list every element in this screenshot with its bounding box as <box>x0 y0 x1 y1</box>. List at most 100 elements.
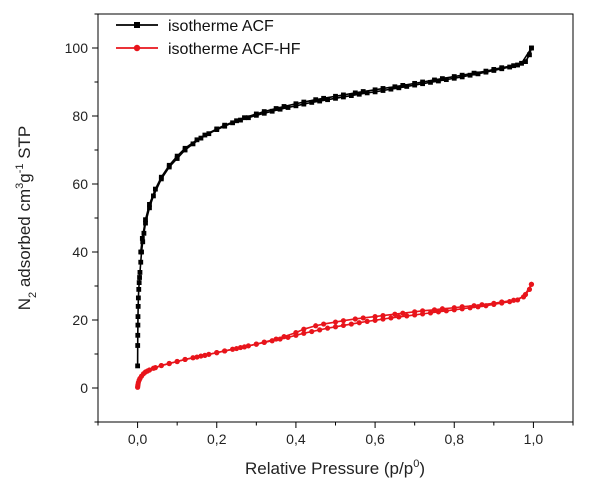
data-point <box>135 322 141 328</box>
data-point <box>340 322 347 329</box>
data-point <box>202 352 208 358</box>
x-axis: 0,0 0,2 0,4 0,6 0,8 1,0 <box>97 422 574 447</box>
data-point <box>281 334 287 340</box>
data-point <box>439 306 445 312</box>
data-point <box>332 319 339 325</box>
data-point <box>293 329 299 336</box>
data-point <box>400 310 406 316</box>
x-tick-label: 0,8 <box>445 431 465 447</box>
data-point <box>435 309 442 315</box>
data-point <box>234 118 239 124</box>
data-point <box>136 287 142 292</box>
y-tick-label: 60 <box>72 176 88 192</box>
data-point <box>428 79 433 85</box>
data-point <box>333 93 338 99</box>
data-point <box>467 72 473 78</box>
y-tick-label: 40 <box>72 244 88 260</box>
data-point <box>459 72 465 78</box>
data-point <box>190 141 196 147</box>
data-point <box>273 106 279 111</box>
data-point <box>158 174 164 180</box>
data-point <box>182 145 188 151</box>
data-point <box>420 79 425 85</box>
data-point <box>135 363 141 369</box>
data-point <box>309 328 315 335</box>
data-point <box>392 311 398 317</box>
data-point <box>143 217 148 223</box>
data-point <box>511 297 517 303</box>
adsorption-line <box>136 284 533 388</box>
data-point <box>253 341 259 347</box>
data-point <box>273 336 279 342</box>
data-point <box>360 89 366 94</box>
legend-square-marker <box>134 22 140 28</box>
data-point <box>135 332 141 338</box>
data-point <box>432 77 437 83</box>
data-point <box>348 321 354 327</box>
series-acf-hf <box>135 281 535 390</box>
data-point <box>321 95 327 101</box>
data-point <box>443 77 449 83</box>
data-point <box>404 313 410 319</box>
data-point <box>364 318 370 324</box>
data-point <box>436 78 441 84</box>
data-point <box>242 115 247 121</box>
data-point <box>253 111 259 117</box>
data-point <box>301 99 307 105</box>
data-point <box>419 308 426 314</box>
data-point <box>412 80 418 86</box>
data-point <box>396 85 402 91</box>
data-point <box>233 345 240 352</box>
data-point <box>360 315 366 321</box>
data-point <box>194 354 200 360</box>
data-point <box>138 249 144 255</box>
data-point <box>321 321 327 327</box>
data-point <box>147 205 152 211</box>
data-point <box>202 132 208 138</box>
data-point <box>372 314 378 320</box>
y-tick-label: 100 <box>65 40 89 56</box>
data-point <box>352 316 358 322</box>
data-point <box>246 115 251 121</box>
data-point <box>523 59 528 64</box>
data-point <box>340 318 347 324</box>
data-point <box>301 330 307 336</box>
data-point <box>281 104 287 109</box>
x-tick-label: 0,6 <box>365 431 385 447</box>
desorption-line <box>139 47 533 253</box>
data-point <box>527 52 532 58</box>
data-point <box>317 98 323 104</box>
data-point <box>301 326 307 332</box>
data-point <box>364 90 370 96</box>
data-point <box>214 350 220 356</box>
x-axis-title: Relative Pressure (p/p0) <box>245 458 425 478</box>
data-point <box>174 358 180 365</box>
series-acf <box>135 45 534 369</box>
data-point <box>439 76 445 81</box>
data-point <box>400 83 406 88</box>
legend-circle-marker <box>133 44 141 52</box>
data-point <box>332 324 339 330</box>
data-point <box>222 122 228 128</box>
legend-entry-acf-hf: isotherme ACF-HF <box>116 41 301 58</box>
data-point <box>475 71 481 77</box>
data-point <box>491 67 497 72</box>
data-point <box>166 360 172 367</box>
data-point <box>144 368 151 374</box>
data-point <box>443 308 449 314</box>
data-point <box>293 101 299 107</box>
legend: isotherme ACF isotherme ACF-HF <box>116 18 301 58</box>
x-tick-label: 0,0 <box>128 431 148 447</box>
data-point <box>380 312 386 319</box>
data-point <box>341 92 346 98</box>
data-point <box>372 317 378 323</box>
data-point <box>136 280 142 285</box>
data-point <box>135 304 141 309</box>
data-point <box>135 314 141 319</box>
data-point <box>459 304 465 310</box>
data-point <box>137 270 143 275</box>
data-point <box>313 97 319 103</box>
data-point <box>137 275 142 280</box>
data-point <box>325 97 330 103</box>
